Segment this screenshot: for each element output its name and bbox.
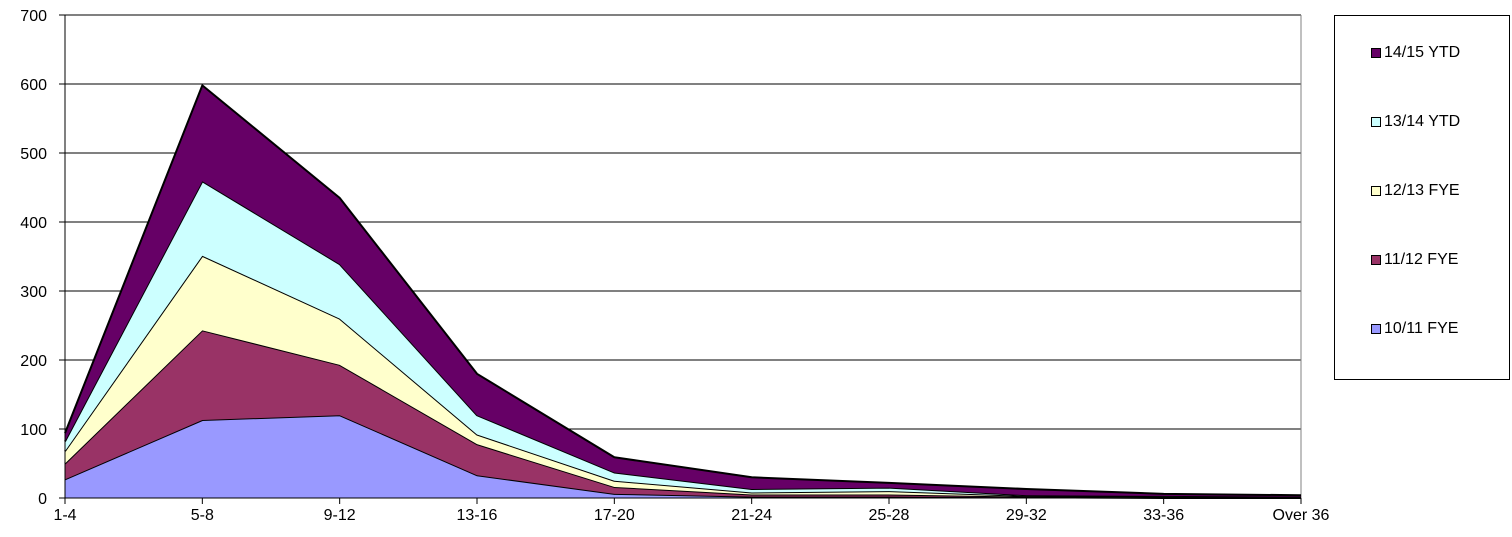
area-10-11-fye [65,415,1301,498]
legend-item-13-14-ytd: 13/14 YTD [1371,112,1460,132]
x-tick-label-8: 33-36 [1143,507,1184,524]
y-tick-label-400: 400 [20,215,47,232]
legend-label: 14/15 YTD [1384,44,1461,61]
area-11-12-fye [65,330,1301,498]
x-tick-label-2: 9-12 [324,507,356,524]
legend-item-10-11-fye: 10/11 FYE [1371,319,1458,339]
legend: 14/15 YTD 13/14 YTD 12/13 FYE 11/12 FYE 10/1… [1334,15,1510,380]
legend-item-11-12-fye: 11/12 FYE [1371,250,1458,270]
legend-swatch [1371,255,1381,265]
legend-label: 10/11 FYE [1384,320,1459,337]
x-tick-label-1: 5-8 [191,507,214,524]
x-tick-label-4: 17-20 [594,507,635,524]
y-tick-label-500: 500 [20,146,47,163]
legend-label: 12/13 FYE [1384,182,1460,199]
x-tick-label-0: 1-4 [53,507,76,524]
legend-item-12-13-fye: 12/13 FYE [1371,181,1460,201]
x-tick-label-7: 29-32 [1006,507,1047,524]
y-tick-label-0: 0 [38,491,47,508]
area-14-15-ytd [65,85,1301,497]
area-13-14-ytd [65,181,1301,498]
legend-item-14-15-ytd: 14/15 YTD [1371,43,1460,63]
legend-swatch [1371,117,1381,127]
legend-label: 11/12 FYE [1384,251,1459,268]
x-tick-label-9: Over 36 [1273,507,1330,524]
legend-label: 13/14 YTD [1384,113,1461,130]
x-axis-tick-labels: 1-4 5-8 9-12 13-16 17-20 21-24 25-28 29-32 33-36… [53,507,1329,524]
legend-swatch [1371,48,1381,58]
legend-swatch [1371,324,1381,334]
area-12-13-fye [65,255,1301,498]
axes [59,14,1302,504]
y-tick-label-300: 300 [20,284,47,301]
y-tick-label-600: 600 [20,77,47,94]
y-tick-label-200: 200 [20,353,47,370]
area-outline-14-15-ytd [64,84,1302,497]
x-tick-label-3: 13-16 [457,507,498,524]
x-tick-label-5: 21-24 [731,507,772,524]
x-tick-label-6: 25-28 [869,507,910,524]
y-axis-tick-labels: 0 100 200 300 400 500 600 700 [20,8,47,508]
area-series [64,84,1302,499]
y-tick-label-700: 700 [20,8,47,25]
y-tick-label-100: 100 [20,422,47,439]
legend-swatch [1371,186,1381,196]
